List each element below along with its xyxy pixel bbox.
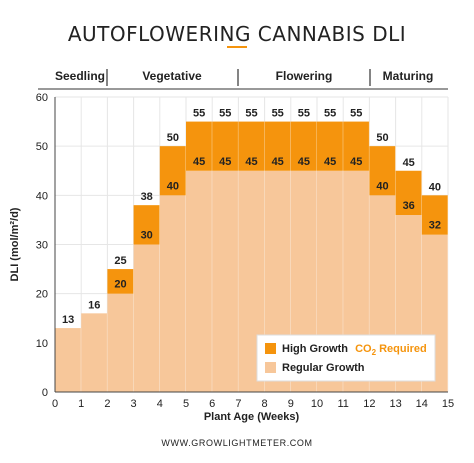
x-tick-label: 0 [52,398,58,410]
phase-vegetative: Vegetative [142,69,202,83]
x-tick-label: 4 [157,398,163,410]
x-tick-label: 11 [337,398,348,410]
x-tick-label: 8 [262,398,268,410]
bar-regular [133,244,160,392]
regular-value-label: 45 [272,156,284,168]
x-tick-label: 12 [363,398,375,410]
regular-value-label: 13 [62,314,74,326]
bar-regular [107,293,134,392]
title-underline [227,46,247,48]
y-tick-label: 40 [36,190,48,202]
y-tick-label: 60 [36,92,48,104]
bar-high [212,121,239,171]
high-value-label: 55 [193,108,205,120]
bar-high [133,205,160,245]
high-value-label: 38 [141,191,153,203]
bar-high [317,121,344,171]
regular-value-label: 36 [403,200,415,212]
bar-high [290,121,317,171]
x-tick-label: 9 [288,398,294,410]
high-value-label: 55 [272,108,284,120]
chart-title: AUTOFLOWERING CANNABIS DLI [68,22,406,46]
regular-value-label: 40 [376,180,388,192]
bar-high [421,195,448,235]
x-tick-label: 5 [183,398,189,410]
bar-regular [55,328,82,392]
legend-swatch-regular [265,362,276,373]
legend-box [256,334,436,382]
bar-high [107,269,134,294]
regular-value-label: 45 [350,156,362,168]
high-value-label: 50 [167,132,179,144]
legend-swatch-high [265,343,276,354]
bar-high [395,170,422,215]
phase-flowering: Flowering [276,69,333,83]
x-tick-label: 2 [104,398,110,410]
bar-high [159,146,186,196]
high-value-label: 45 [403,157,415,169]
bar-high [264,121,291,171]
bar-high [343,121,370,171]
high-value-label: 50 [376,132,388,144]
legend-label-high: High Growth CO2 Required [282,343,427,357]
bar-regular [186,170,213,392]
x-tick-label: 3 [131,398,137,410]
regular-value-label: 45 [245,156,257,168]
y-tick-label: 50 [36,141,48,153]
regular-value-label: 32 [429,220,441,232]
bar-high [186,121,213,171]
x-tick-label: 6 [209,398,215,410]
y-tick-label: 10 [36,338,48,350]
bar-regular [159,195,186,392]
y-axis-label: DLI (mol/m²/d) [9,207,21,281]
high-value-label: 40 [429,181,441,193]
regular-value-label: 45 [324,156,336,168]
regular-value-label: 16 [88,299,100,311]
bar-regular [212,170,239,392]
footer-url: WWW.GROWLIGHTMETER.COM [161,438,312,448]
bar-high [238,121,265,171]
bar-high [369,146,396,196]
regular-value-label: 30 [141,230,153,242]
regular-value-label: 45 [219,156,231,168]
x-tick-label: 10 [311,398,323,410]
high-value-label: 55 [219,108,231,120]
y-tick-label: 20 [36,289,48,301]
x-tick-label: 14 [416,398,428,410]
regular-value-label: 20 [114,279,126,291]
y-tick-label: 0 [42,387,48,399]
high-value-label: 55 [245,108,257,120]
regular-value-label: 45 [193,156,205,168]
high-value-label: 55 [298,108,310,120]
legend: High Growth CO2 Required Regular Growth [256,334,436,382]
bar-regular [81,313,108,392]
legend-label-regular: Regular Growth [282,362,365,374]
high-value-label: 25 [114,255,126,267]
phase-maturing: Maturing [383,69,434,83]
x-tick-label: 7 [235,398,241,410]
y-tick-label: 30 [36,240,48,252]
x-tick-label: 13 [389,398,401,410]
x-tick-label: 1 [78,398,84,410]
regular-value-label: 45 [298,156,310,168]
x-tick-label: 15 [442,398,454,410]
regular-value-label: 40 [167,180,179,192]
x-axis-label: Plant Age (Weeks) [204,411,300,423]
phase-seedling: Seedling [55,69,105,83]
high-value-label: 55 [324,108,336,120]
high-value-label: 55 [350,108,362,120]
